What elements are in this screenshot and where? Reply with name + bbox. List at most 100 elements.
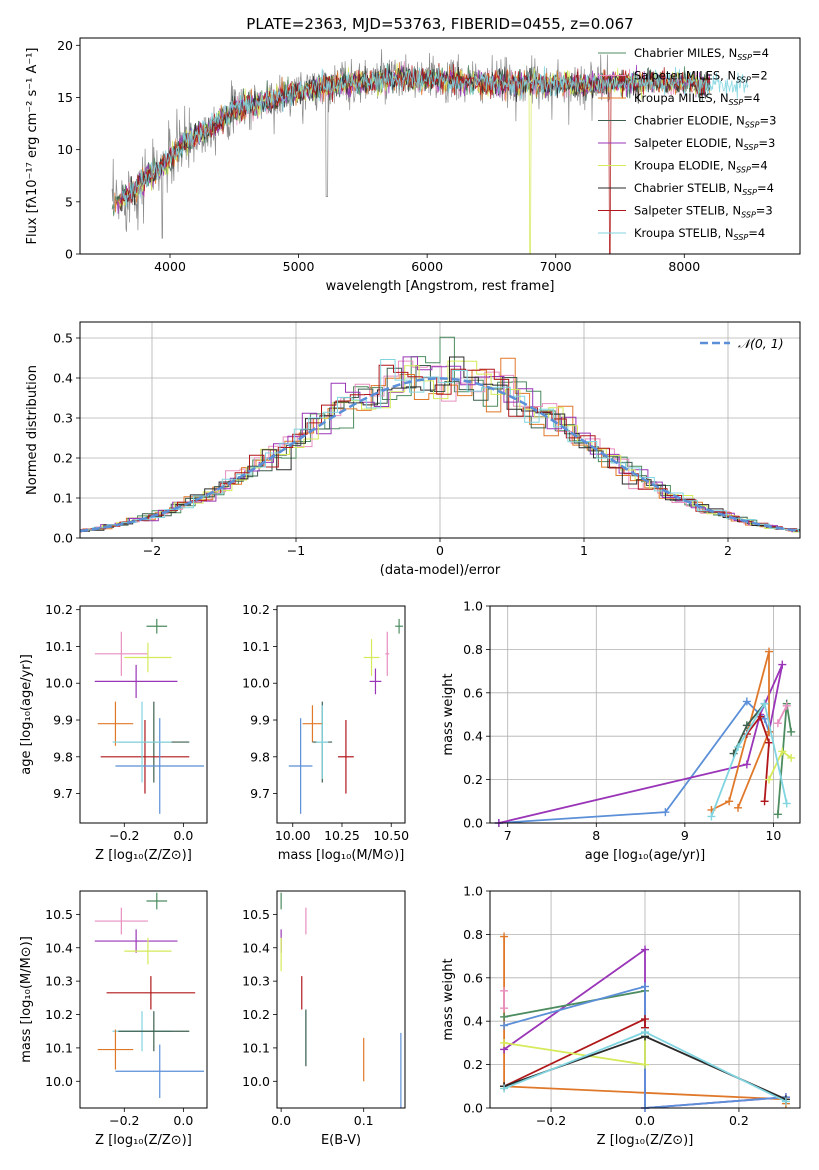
legend-label-text: Salpeter STELIB, N <box>634 204 741 218</box>
axes-frame <box>79 605 208 824</box>
x-tick-label: 8000 <box>668 259 700 274</box>
x-tick-label: −0.2 <box>536 1113 566 1128</box>
y-tick-label: 10.2 <box>242 1007 270 1022</box>
y-tick-label: 0.0 <box>53 531 73 546</box>
legend-label-tail: =4 <box>751 159 768 173</box>
y-axis-label: Normed distribution <box>25 365 40 495</box>
histogram-step <box>80 364 800 532</box>
y-axis-label: age [log₁₀(age/yr)] <box>19 654 34 775</box>
y-tick-label: 0.8 <box>463 642 483 657</box>
y-tick-label: 10.0 <box>45 1074 73 1089</box>
series-line <box>777 705 788 724</box>
series-line <box>710 701 788 817</box>
x-tick-label: −2 <box>143 543 161 558</box>
y-tick-label: 9.9 <box>53 713 73 728</box>
x-axis-label: wavelength [Angstrom, rest frame] <box>326 279 555 294</box>
axes-frame <box>276 605 406 824</box>
y-tick-label: 10.4 <box>45 940 73 955</box>
legend-label-sub: SSP <box>736 166 751 175</box>
spectrum-panel: 4000 5000 6000 7000 8000 0 5 10 15 20 wavelength [… <box>25 37 801 294</box>
y-tick-label: 10.1 <box>242 1040 270 1055</box>
x-tick-label: 0.1 <box>354 1113 374 1128</box>
x-tick-label: 1 <box>580 543 588 558</box>
spectrum-model-line <box>120 63 711 254</box>
y-tick-label: 10 <box>57 142 73 157</box>
y-tick-label: 5 <box>65 194 73 209</box>
y-tick-label: 10.0 <box>45 676 73 691</box>
legend-label-text: Kroupa STELIB, N <box>634 226 734 240</box>
y-tick-label: 9.8 <box>250 749 270 764</box>
y-tick-label: 0.0 <box>463 1101 483 1116</box>
x-tick-label: 0.0 <box>635 1113 655 1128</box>
legend-label-tail: =3 <box>758 136 775 150</box>
axes-frame <box>489 605 801 824</box>
legend-label: Chabrier MILES, NSSP=4 <box>634 46 769 62</box>
y-tick-label: 10.1 <box>45 639 73 654</box>
y-tick-label: 0.1 <box>53 491 73 506</box>
x-tick-label: 0.2 <box>729 1113 749 1128</box>
y-tick-label: 10.5 <box>242 907 270 922</box>
x-tick-label: 0.0 <box>271 1113 291 1128</box>
legend-label: Salpeter STELIB, NSSP=3 <box>634 204 773 220</box>
legend-label-sub: SSP <box>745 121 760 130</box>
y-tick-label: 0.8 <box>463 927 483 942</box>
y-tick-label: 0.2 <box>463 1057 483 1072</box>
x-axis-label: Z [log₁₀(Z/Z⊙)] <box>95 1133 192 1148</box>
y-tick-label: 0.5 <box>53 331 73 346</box>
axes-frame <box>489 890 801 1109</box>
legend-label: Chabrier ELODIE, NSSP=3 <box>634 114 776 130</box>
histogram-step <box>80 356 800 532</box>
x-axis-label: (data-model)/error <box>380 563 501 578</box>
series-line <box>746 714 770 802</box>
x-axis-label: mass [log₁₀(M/M⊙)] <box>278 848 405 863</box>
y-tick-label: 10.0 <box>242 1074 270 1089</box>
y-tick-label: 0 <box>65 247 73 262</box>
legend-label-text: Chabrier MILES, N <box>634 46 737 60</box>
spectrum-model-line <box>122 64 749 208</box>
legend-label-tail: =4 <box>752 46 769 60</box>
mass-vs-Z-panel: −0.2 0.0 10.0 10.1 10.2 10.3 10.4 10.5 Z [log₁₀(… <box>19 890 208 1148</box>
series-line <box>503 989 646 1018</box>
legend-label-text: Kroupa ELODIE, N <box>634 159 736 173</box>
gaussian-curve <box>80 377 800 533</box>
axes-frame <box>79 37 801 255</box>
age-vs-Z-panel: −0.2 0.0 9.7 9.8 9.9 10.0 10.1 10.2 Z [log₁₀(Z/Z… <box>19 602 208 863</box>
legend-label: Kroupa STELIB, NSSP=4 <box>634 226 765 242</box>
axes-frame <box>79 321 801 539</box>
y-axis-label: Flux [fλ10⁻¹⁷ erg cm⁻² s⁻¹ A⁻¹] <box>25 48 40 245</box>
y-tick-label: 9.7 <box>250 786 270 801</box>
y-tick-label: 0.2 <box>53 451 73 466</box>
y-tick-label: 0.2 <box>463 772 483 787</box>
x-tick-label: 0.0 <box>173 1113 193 1128</box>
x-tick-label: 6000 <box>411 259 443 274</box>
y-tick-label: 10.2 <box>242 602 270 617</box>
y-tick-label: 10.0 <box>242 676 270 691</box>
y-tick-label: 1.0 <box>463 884 483 899</box>
x-tick-label: 10 <box>765 828 781 843</box>
legend-label-tail: =3 <box>756 204 773 218</box>
y-tick-label: 0.4 <box>53 371 73 386</box>
x-tick-label: 2 <box>724 543 732 558</box>
legend-label: Kroupa ELODIE, NSSP=4 <box>634 159 768 175</box>
y-tick-label: 0.6 <box>463 685 483 700</box>
figure-title: PLATE=2363, MJD=53763, FIBERID=0455, z=0… <box>246 15 633 33</box>
y-tick-label: 0.4 <box>463 1014 483 1029</box>
legend-label-sub: SSP <box>742 188 757 197</box>
legend-label-text: Chabrier ELODIE, N <box>634 114 745 128</box>
histogram-step <box>80 360 800 533</box>
residuals-panel: −2 −1 0 1 2 0.0 0.1 0.2 0.3 0.4 0.5 (data-model)/er… <box>25 321 801 578</box>
x-tick-label: 10.25 <box>324 828 360 843</box>
legend-label-sub: SSP <box>734 233 749 242</box>
y-axis-label: mass weight <box>441 958 456 1040</box>
y-tick-label: 10.1 <box>242 639 270 654</box>
axes-frame <box>276 890 406 1109</box>
y-axis-label: mass [log₁₀(M/M⊙)] <box>19 936 34 1063</box>
y-tick-label: 9.7 <box>53 786 73 801</box>
y-tick-label: 0.3 <box>53 411 73 426</box>
x-tick-label: 5000 <box>283 259 315 274</box>
legend-label-sub: SSP <box>736 76 751 85</box>
y-tick-label: 0.4 <box>463 729 483 744</box>
